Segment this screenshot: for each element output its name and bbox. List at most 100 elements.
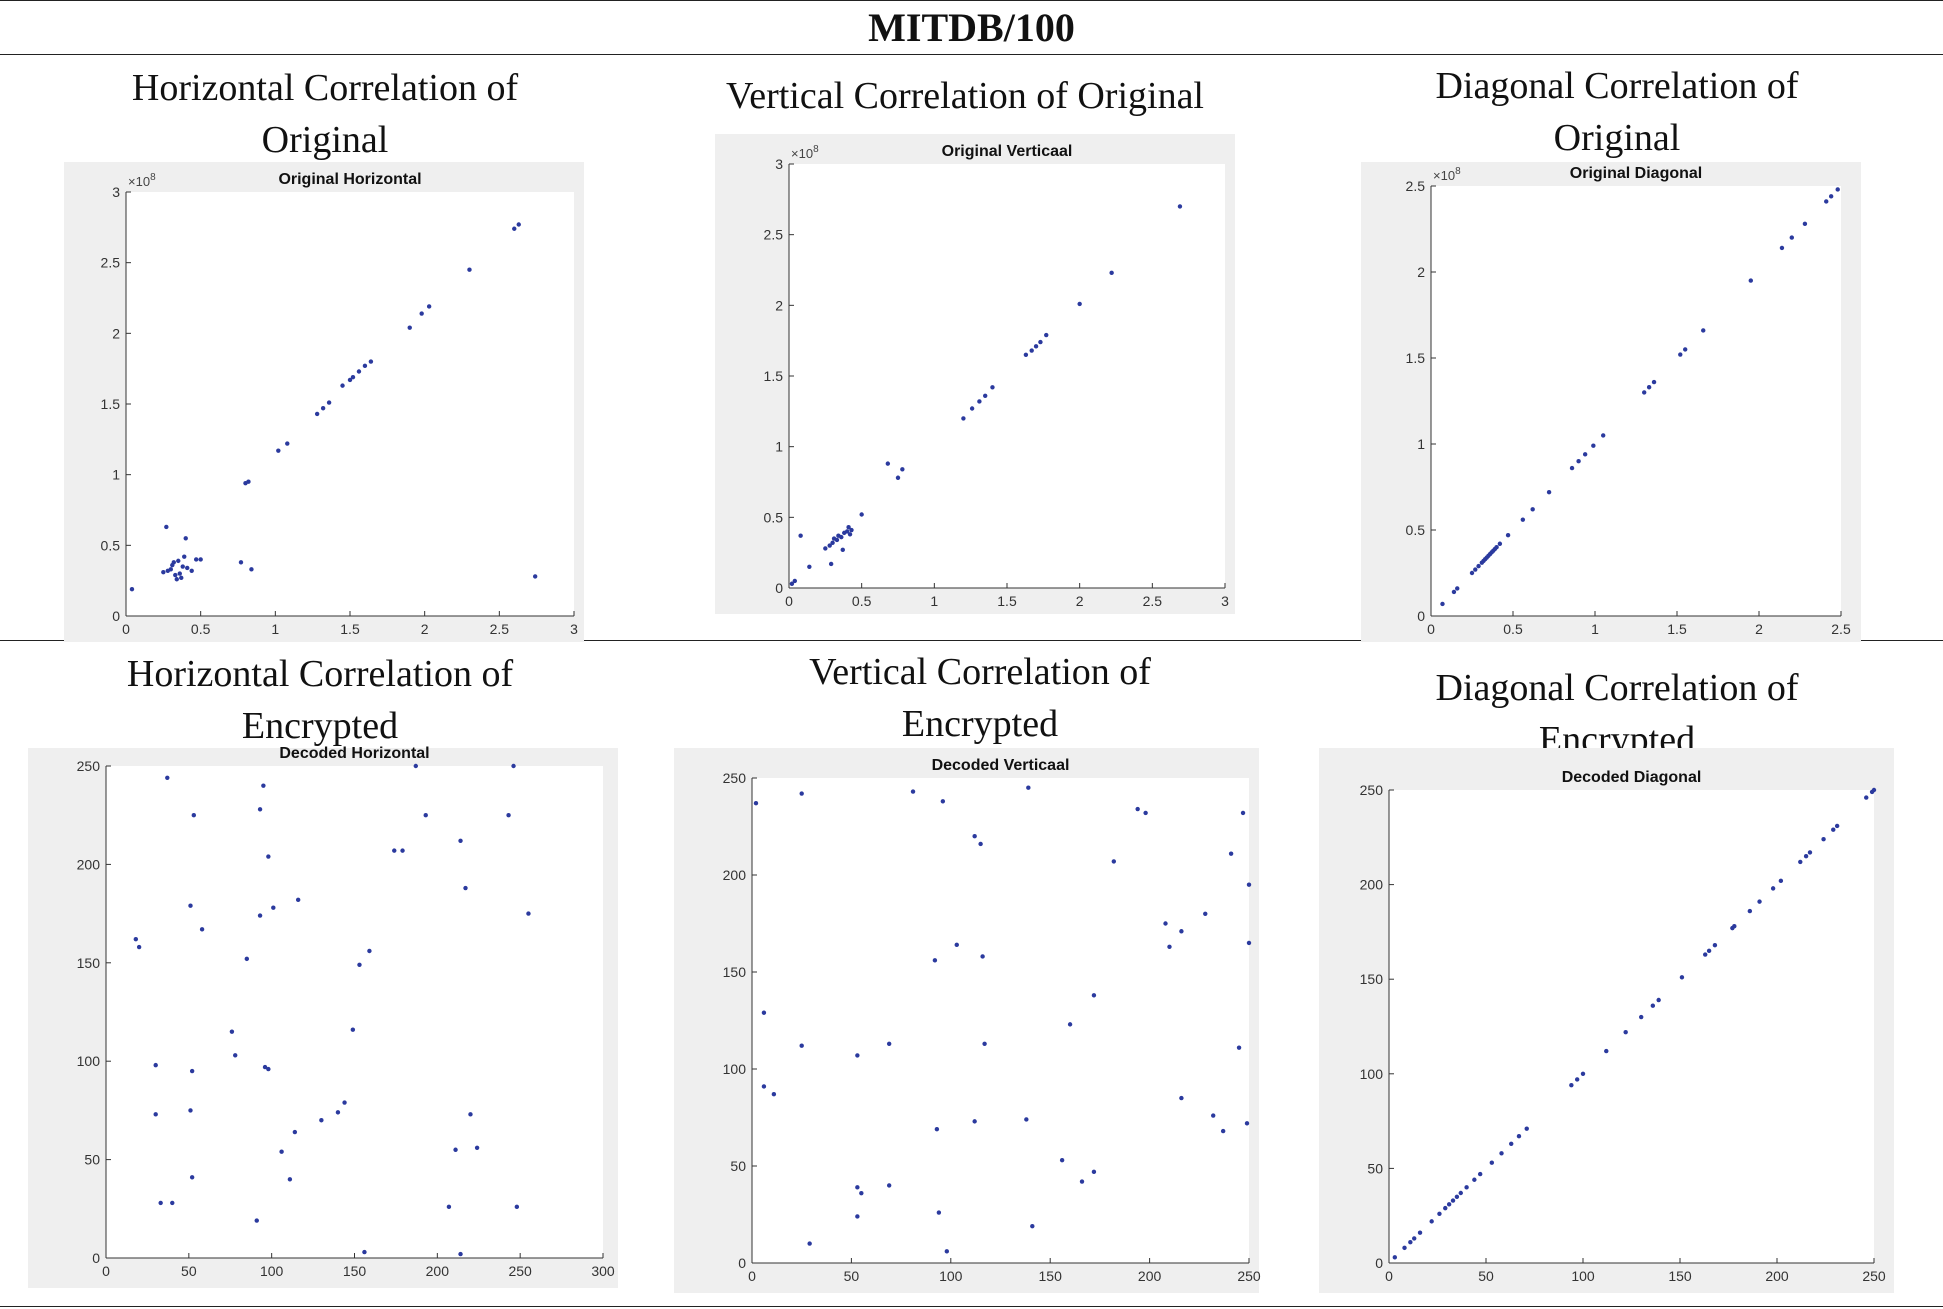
data-point <box>319 1118 324 1123</box>
data-point <box>199 927 205 932</box>
data-point <box>1530 507 1535 512</box>
data-point <box>1163 921 1168 926</box>
x-tick-label: 250 <box>1237 1268 1261 1284</box>
data-point <box>1807 850 1813 855</box>
data-point <box>1179 929 1184 934</box>
data-point <box>1067 1022 1073 1027</box>
data-point <box>171 560 176 565</box>
data-point <box>516 222 521 227</box>
data-point <box>789 581 795 586</box>
data-point <box>799 1043 804 1048</box>
data-point <box>1580 1071 1586 1076</box>
data-point <box>1623 1029 1628 1035</box>
data-point <box>1489 1160 1495 1165</box>
data-point <box>900 467 905 472</box>
data-point <box>1757 899 1762 904</box>
data-point <box>1821 836 1826 842</box>
table-bottom-border <box>0 1306 1943 1307</box>
data-point <box>180 564 185 569</box>
x-tick-label: 1 <box>1591 621 1599 637</box>
data-point <box>846 525 851 530</box>
data-point <box>413 763 418 769</box>
data-point <box>1228 851 1234 856</box>
data-point <box>292 1129 298 1135</box>
data-point <box>279 1149 284 1154</box>
y-tick-label: 1 <box>1417 436 1425 452</box>
data-point <box>271 905 276 910</box>
data-point <box>153 1112 158 1117</box>
x-tick-label: 0 <box>785 593 793 609</box>
data-point <box>1211 1113 1216 1118</box>
y-tick-label: 1.5 <box>1406 350 1426 366</box>
data-point <box>1246 940 1252 946</box>
data-point <box>153 1062 158 1068</box>
data-point <box>198 557 203 562</box>
x-tick-label: 1.5 <box>997 593 1017 609</box>
x-tick-label: 0 <box>1427 621 1435 637</box>
data-point <box>1167 944 1172 949</box>
data-point <box>969 406 975 411</box>
y-tick-label: 150 <box>1360 971 1384 987</box>
data-point <box>885 461 891 466</box>
header-divider <box>0 54 1943 55</box>
data-point <box>1803 854 1809 859</box>
x-tick-label: 0.5 <box>852 593 872 609</box>
data-point <box>1747 908 1753 914</box>
x-tick-label: 150 <box>1039 1268 1063 1284</box>
data-point <box>1642 390 1647 395</box>
y-tick-label: 2 <box>1417 264 1425 280</box>
x-tick-label: 50 <box>1478 1268 1494 1284</box>
data-point <box>1569 1082 1574 1088</box>
data-point <box>1408 1239 1413 1245</box>
plot-title: Original Verticaal <box>942 143 1073 160</box>
data-point <box>1038 339 1043 345</box>
data-point <box>468 1112 473 1117</box>
x-tick-label: 200 <box>1138 1268 1162 1284</box>
data-point <box>158 1200 163 1206</box>
data-point <box>1601 433 1606 438</box>
y-tick-label: 0.5 <box>764 509 784 525</box>
x-tick-label: 1 <box>930 593 938 609</box>
data-point <box>368 359 374 364</box>
data-point <box>940 799 946 804</box>
x-tick-label: 0 <box>748 1268 756 1284</box>
data-point <box>1179 1095 1184 1101</box>
y-tick-label: 0 <box>1417 608 1425 624</box>
data-point <box>1023 352 1029 357</box>
scatter-original-vertical: 0 0.5 1 1.5 2 2.5 3 0 0.5 1 1.5 2 2.5 3 ×108 Original V… <box>715 134 1235 614</box>
y-tick-label: 0 <box>92 1250 100 1266</box>
data-point <box>189 1175 195 1180</box>
data-point <box>1505 532 1511 538</box>
data-point <box>1044 332 1049 338</box>
scatter-svg: 0 0.5 1 1.5 2 2.5 3 0 0.5 1 1.5 2 2.5 3 ×108 Original V… <box>715 134 1235 614</box>
data-point <box>761 1010 767 1015</box>
data-point <box>830 540 835 545</box>
x-tick-label: 0.5 <box>191 621 211 637</box>
cell-title-horizontal-encrypted: Horizontal Correlation of Encrypted <box>126 653 514 747</box>
y-tick-label: 0 <box>112 608 120 624</box>
x-tick-label: 2 <box>1076 593 1084 609</box>
data-point <box>423 813 428 818</box>
data-point <box>1450 1198 1456 1203</box>
scatter-decoded-horizontal: 0 50 100 150 200 250 300 0 50 100 150 200 250 Decoded… <box>28 745 618 1288</box>
y-tick-label: 50 <box>84 1152 100 1168</box>
data-point <box>798 533 803 538</box>
data-point <box>1650 1003 1656 1008</box>
data-point <box>129 586 135 592</box>
data-point <box>356 369 362 374</box>
data-point <box>320 406 326 411</box>
data-point <box>978 841 983 847</box>
data-point <box>840 547 845 553</box>
data-point <box>1835 187 1840 192</box>
data-point <box>133 936 139 942</box>
y-tick-label: 50 <box>730 1158 746 1174</box>
data-point <box>1412 1236 1417 1241</box>
data-point <box>1109 270 1114 276</box>
data-point <box>407 325 412 330</box>
scatter-svg: 0 0.5 1 1.5 2 2.5 0 0.5 1 1.5 2 2.5 ×108 Original Dia… <box>1361 162 1861 642</box>
y-tick-label: 100 <box>1360 1066 1384 1082</box>
data-point <box>1802 221 1808 227</box>
table-top-border <box>0 0 1943 1</box>
data-point <box>1402 1245 1407 1251</box>
data-point <box>910 789 916 794</box>
